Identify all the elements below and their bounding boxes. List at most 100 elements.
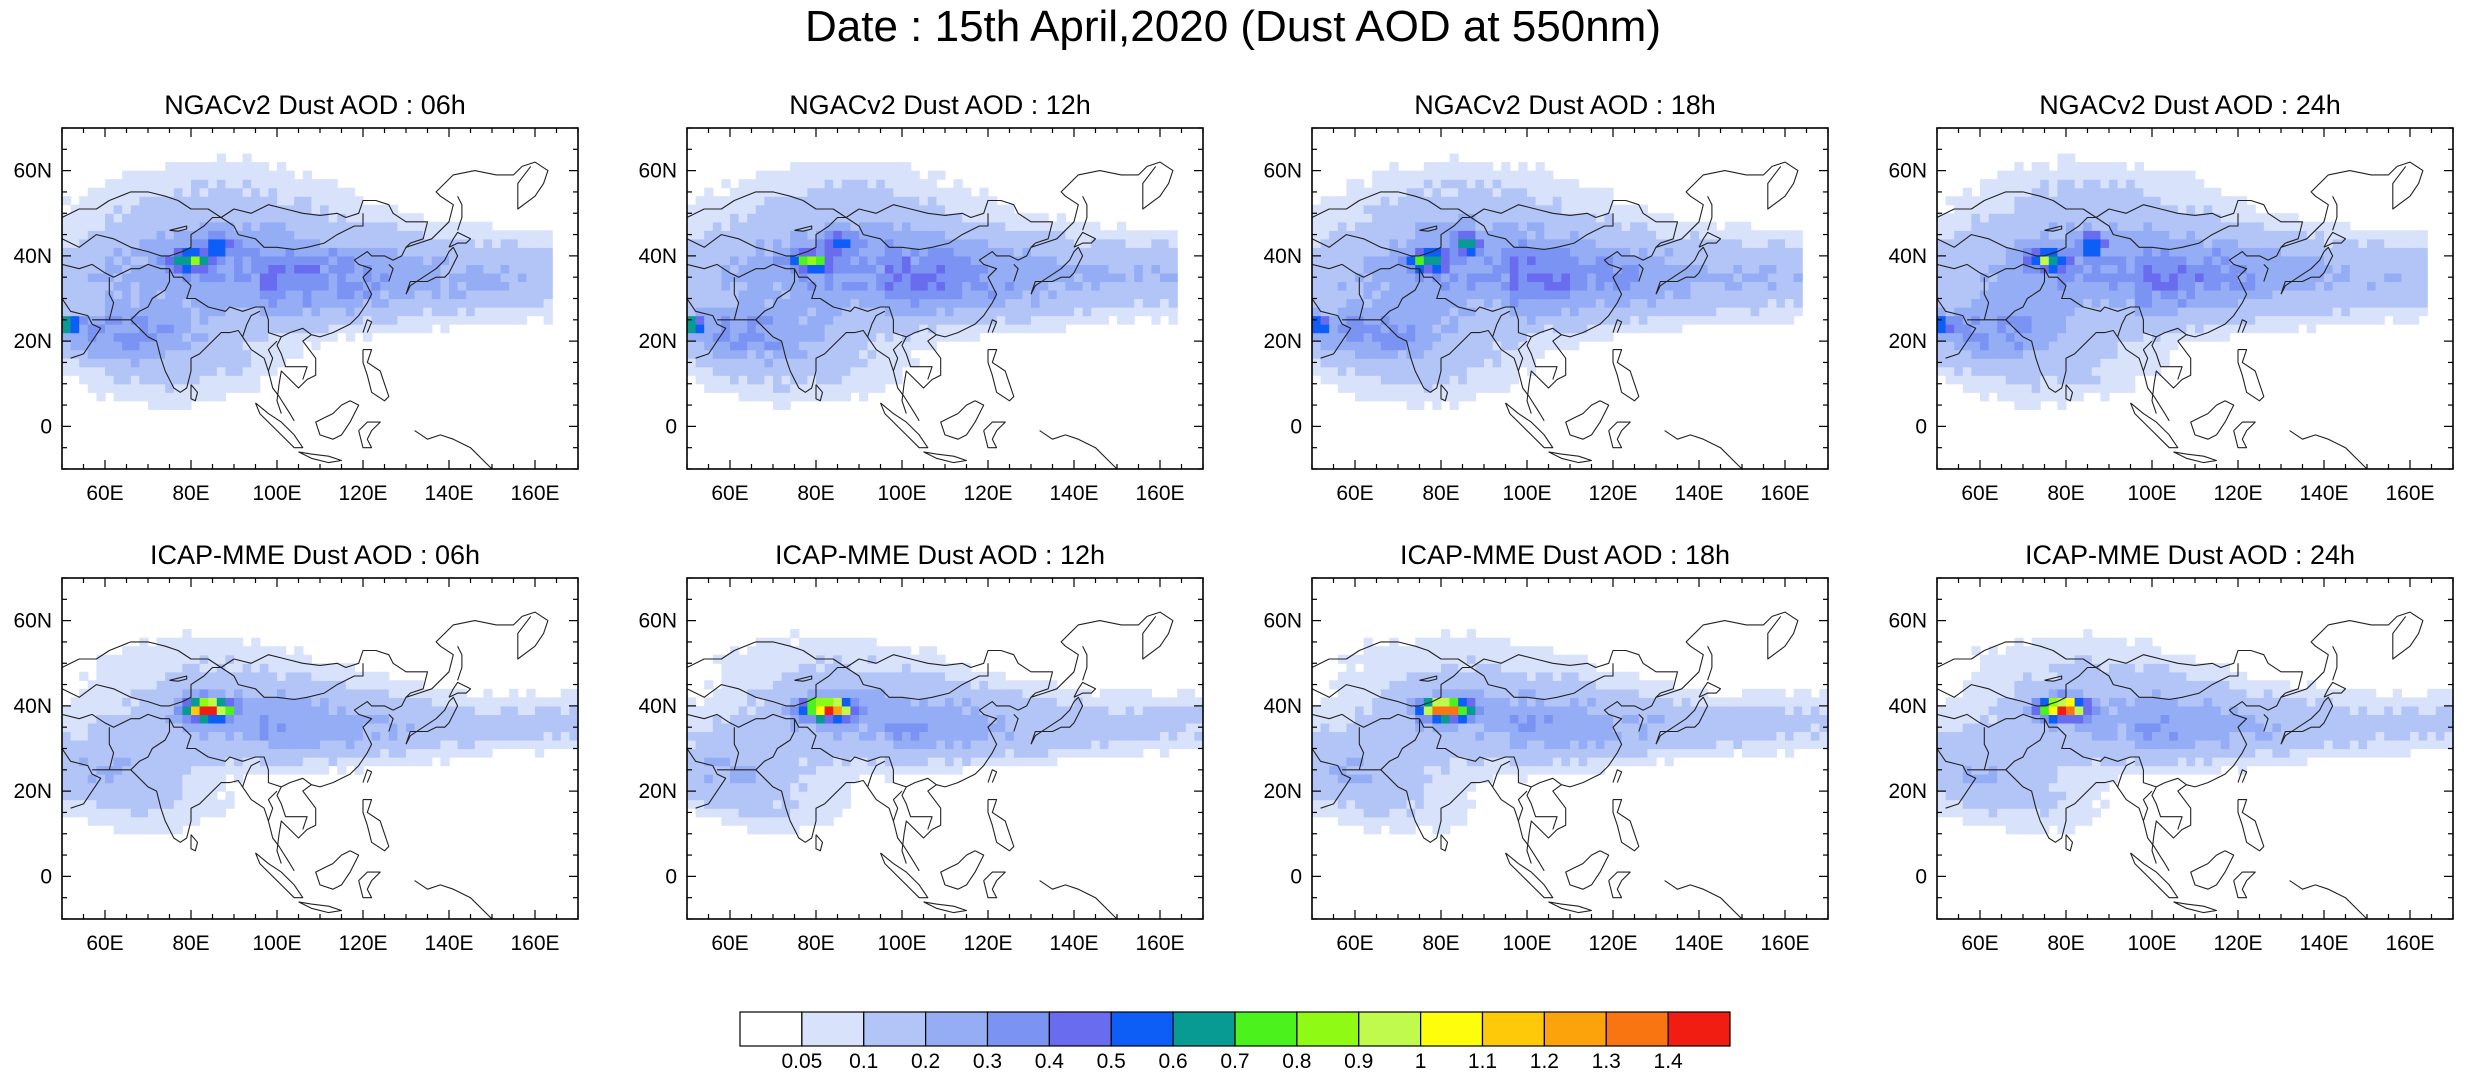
aod-cell (1493, 222, 1502, 231)
aod-cell (526, 247, 535, 256)
aod-cell (346, 256, 355, 265)
aod-cell (1057, 222, 1066, 231)
aod-cell (696, 213, 705, 222)
aod-cell (739, 247, 748, 256)
aod-cell (997, 247, 1006, 256)
aod-cell (217, 350, 226, 359)
aod-cell (2118, 367, 2127, 376)
aod-cell (208, 392, 217, 401)
aod-cell (1493, 171, 1502, 180)
aod-cell (1647, 307, 1656, 316)
aod-cell (816, 358, 825, 367)
aod-cell (165, 239, 174, 248)
aod-cell (1946, 367, 1955, 376)
aod-cell (1372, 358, 1381, 367)
aod-cell (1639, 290, 1648, 299)
aod-cell (799, 290, 808, 299)
aod-cell (2315, 290, 2324, 299)
aod-cell (286, 299, 295, 308)
aod-cell (945, 307, 954, 316)
aod-cell (945, 264, 954, 273)
aod-cell (2169, 299, 2178, 308)
aod-cell (2040, 307, 2049, 316)
aod-cell (354, 239, 363, 248)
aod-cell (2376, 316, 2385, 325)
aod-cell (337, 264, 346, 273)
aod-cell (286, 264, 295, 273)
aod-cell (2169, 179, 2178, 188)
aod-cell (1963, 299, 1972, 308)
aod-cell (1536, 290, 1545, 299)
aod-cell (739, 324, 748, 333)
aod-cell (148, 213, 157, 222)
aod-cell (1536, 196, 1545, 205)
aod-cell (1091, 299, 1100, 308)
aod-cell (234, 281, 243, 290)
aod-cell (971, 290, 980, 299)
aod-cell (1776, 256, 1785, 265)
aod-cell (1510, 188, 1519, 197)
aod-cell (208, 316, 217, 325)
aod-cell (1510, 333, 1519, 342)
aod-cell (217, 188, 226, 197)
aod-cell (260, 196, 269, 205)
aod-cell (372, 230, 381, 239)
aod-cell (1415, 316, 1424, 325)
aod-cell (174, 375, 183, 384)
aod-cell (1613, 205, 1622, 214)
aod-cell (859, 171, 868, 180)
aod-cell (945, 205, 954, 214)
aod-cell (1355, 239, 1364, 248)
aod-cell (2161, 307, 2170, 316)
aod-cell (1733, 247, 1742, 256)
aod-cell (962, 188, 971, 197)
aod-cell (380, 222, 389, 231)
aod-cell (2161, 358, 2170, 367)
aod-cell (2023, 230, 2032, 239)
aod-cell (71, 222, 80, 231)
aod-cell (544, 290, 553, 299)
aod-cell (1742, 316, 1751, 325)
aod-cell (88, 188, 97, 197)
aod-cell (945, 281, 954, 290)
aod-cell (2143, 222, 2152, 231)
aod-cell (311, 341, 320, 350)
aod-cell (440, 307, 449, 316)
aod-cell (1329, 375, 1338, 384)
aod-cell (790, 299, 799, 308)
aod-cell (1458, 196, 1467, 205)
aod-cell (859, 333, 868, 342)
x-tick-label: 60E (86, 482, 123, 505)
aod-cell (2075, 230, 2084, 239)
aod-cell (2367, 264, 2376, 273)
aod-cell (825, 333, 834, 342)
aod-cell (372, 273, 381, 282)
aod-cell (1946, 333, 1955, 342)
aod-cell (833, 179, 842, 188)
aod-cell (2143, 230, 2152, 239)
aod-cell (756, 281, 765, 290)
aod-cell (1372, 281, 1381, 290)
aod-cell (2290, 299, 2299, 308)
aod-cell (243, 367, 252, 376)
aod-cell (2393, 230, 2402, 239)
aod-cell (1665, 281, 1674, 290)
aod-cell (919, 256, 928, 265)
aod-cell (251, 273, 260, 282)
aod-cell (2083, 367, 2092, 376)
aod-cell (1937, 307, 1946, 316)
aod-cell (1083, 316, 1092, 325)
aod-cell (876, 384, 885, 393)
aod-cell (739, 350, 748, 359)
aod-cell (739, 281, 748, 290)
aod-cell (1561, 179, 1570, 188)
aod-cell (79, 375, 88, 384)
aod-cell (979, 281, 988, 290)
aod-cell (2178, 247, 2187, 256)
aod-cell (1398, 350, 1407, 359)
aod-cell (842, 171, 851, 180)
aod-cell (1458, 247, 1467, 256)
aod-cell (148, 350, 157, 359)
aod-cell (2092, 264, 2101, 273)
